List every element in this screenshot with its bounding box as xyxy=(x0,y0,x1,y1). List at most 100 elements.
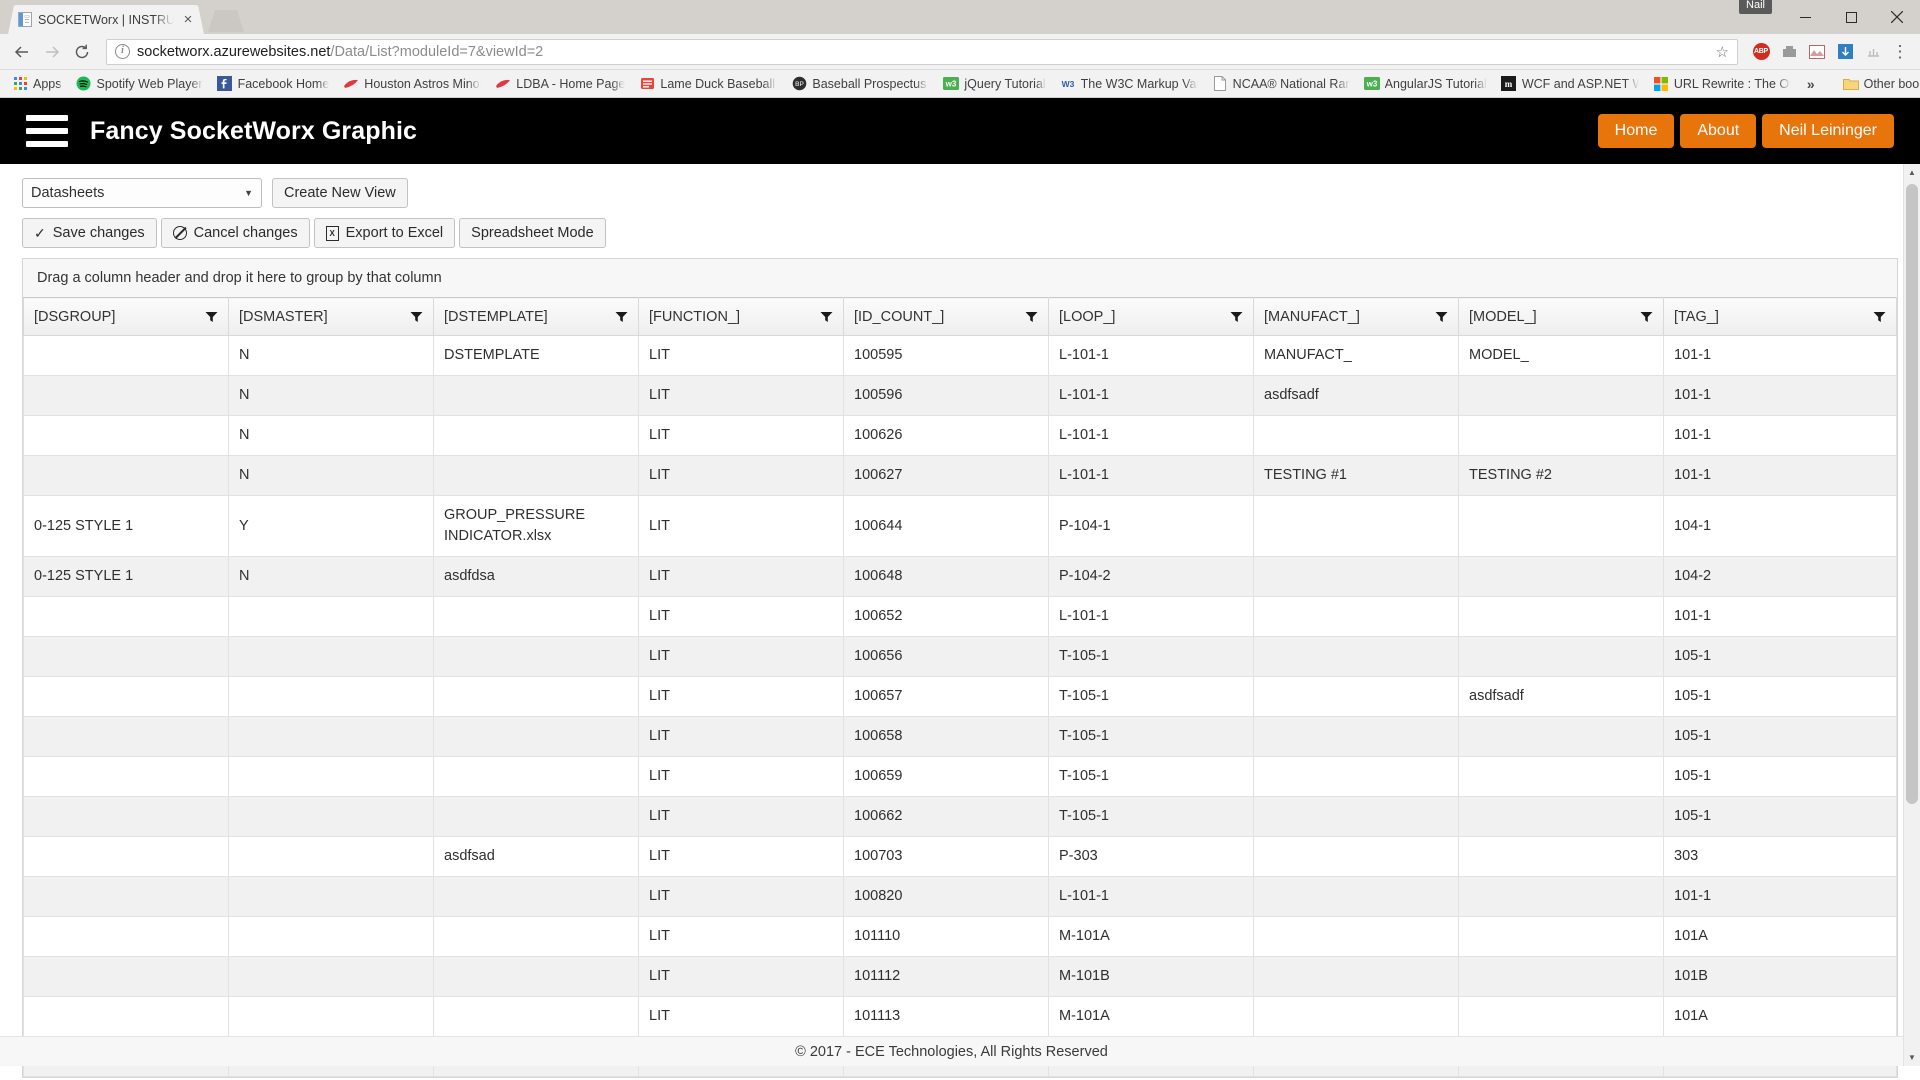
table-row[interactable]: LIT 100656 T-105-1 105-1 xyxy=(23,636,1897,677)
table-cell[interactable] xyxy=(23,876,229,917)
table-cell[interactable]: L-101-1 xyxy=(1048,455,1254,496)
scroll-up-icon[interactable]: ▲ xyxy=(1908,168,1916,177)
table-row[interactable]: N LIT 100626 L-101-1 101-1 xyxy=(23,415,1897,456)
save-changes-button[interactable]: ✓ Save changes xyxy=(22,218,157,248)
table-cell[interactable]: 101112 xyxy=(843,956,1049,997)
table-cell[interactable] xyxy=(1458,836,1664,877)
table-cell[interactable] xyxy=(23,956,229,997)
bookmark-spotify[interactable]: Spotify Web Player xyxy=(70,73,209,95)
table-cell[interactable] xyxy=(1253,916,1459,957)
extension-icon-1[interactable] xyxy=(1776,39,1802,65)
table-cell[interactable]: L-101-1 xyxy=(1048,335,1254,376)
table-cell[interactable] xyxy=(228,836,434,877)
table-cell[interactable] xyxy=(1253,876,1459,917)
browser-menu-icon[interactable]: ⋮ xyxy=(1891,41,1909,61)
table-cell[interactable]: LIT xyxy=(638,916,844,957)
table-cell[interactable]: P-104-1 xyxy=(1048,495,1254,557)
maximize-icon[interactable] xyxy=(1828,0,1874,34)
vertical-scrollbar[interactable]: ▲ ▼ xyxy=(1903,164,1920,1066)
new-tab-button[interactable] xyxy=(208,10,244,32)
table-cell[interactable]: LIT xyxy=(638,495,844,557)
table-cell[interactable]: 100820 xyxy=(843,876,1049,917)
table-cell[interactable] xyxy=(1253,596,1459,637)
table-cell[interactable] xyxy=(23,796,229,837)
table-cell[interactable]: LIT xyxy=(638,596,844,637)
bookmark-prospectus[interactable]: BP Baseball Prospectus | xyxy=(785,73,935,95)
table-cell[interactable]: 100652 xyxy=(843,596,1049,637)
table-cell[interactable]: LIT xyxy=(638,676,844,717)
cancel-changes-button[interactable]: Cancel changes xyxy=(160,218,310,248)
nav-link-user[interactable]: Neil Leininger xyxy=(1762,114,1894,148)
bookmark-facebook[interactable]: Facebook Home xyxy=(211,73,336,95)
column-header-dsgroup[interactable]: [DSGROUP] xyxy=(23,297,229,336)
group-by-dropzone[interactable]: Drag a column header and drop it here to… xyxy=(23,258,1897,297)
table-cell[interactable] xyxy=(1458,716,1664,757)
table-cell[interactable]: asdfsadf xyxy=(1458,676,1664,717)
table-cell[interactable]: LIT xyxy=(638,375,844,416)
table-cell[interactable]: TESTING #2 xyxy=(1458,455,1664,496)
bookmark-lameduck[interactable]: Lame Duck Baseball A xyxy=(633,73,783,95)
table-row[interactable]: N LIT 100596 L-101-1 asdfsadf 101-1 xyxy=(23,375,1897,416)
table-cell[interactable]: 100627 xyxy=(843,455,1049,496)
filter-icon[interactable] xyxy=(410,311,423,323)
table-cell[interactable] xyxy=(1458,556,1664,597)
table-cell[interactable]: 101-1 xyxy=(1663,596,1897,637)
table-cell[interactable]: 0-125 STYLE 1 xyxy=(23,495,229,557)
bookmark-jquery-tutorial[interactable]: w3 jQuery Tutorial xyxy=(937,73,1051,95)
table-cell[interactable] xyxy=(433,676,639,717)
table-cell[interactable]: N xyxy=(228,415,434,456)
table-cell[interactable] xyxy=(1253,556,1459,597)
table-cell[interactable]: L-101-1 xyxy=(1048,415,1254,456)
table-cell[interactable]: TESTING #1 xyxy=(1253,455,1459,496)
extension-icon-2[interactable] xyxy=(1804,39,1830,65)
filter-icon[interactable] xyxy=(205,311,218,323)
table-row[interactable]: LIT 101112 M-101B 101B xyxy=(23,956,1897,997)
table-cell[interactable] xyxy=(23,996,229,1037)
bookmark-ldba[interactable]: LDBA - Home Page xyxy=(489,73,631,95)
table-cell[interactable]: LIT xyxy=(638,556,844,597)
table-cell[interactable]: LIT xyxy=(638,956,844,997)
table-row[interactable]: LIT 100659 T-105-1 105-1 xyxy=(23,756,1897,797)
table-row[interactable]: LIT 101110 M-101A 101A xyxy=(23,916,1897,957)
table-cell[interactable] xyxy=(1458,415,1664,456)
table-cell[interactable] xyxy=(1458,375,1664,416)
table-cell[interactable] xyxy=(1253,756,1459,797)
table-cell[interactable] xyxy=(1253,996,1459,1037)
table-cell[interactable]: 101-1 xyxy=(1663,415,1897,456)
table-cell[interactable] xyxy=(1458,796,1664,837)
table-cell[interactable]: M-101A xyxy=(1048,996,1254,1037)
table-cell[interactable] xyxy=(1458,636,1664,677)
table-cell[interactable]: 100658 xyxy=(843,716,1049,757)
table-cell[interactable] xyxy=(23,676,229,717)
table-cell[interactable]: LIT xyxy=(638,756,844,797)
extension-icon-4[interactable] xyxy=(1860,39,1886,65)
table-cell[interactable]: asdfdsa xyxy=(433,556,639,597)
table-cell[interactable] xyxy=(433,996,639,1037)
filter-icon[interactable] xyxy=(615,311,628,323)
table-cell[interactable] xyxy=(433,596,639,637)
table-cell[interactable]: LIT xyxy=(638,455,844,496)
bookmarks-overflow-button[interactable]: » xyxy=(1806,75,1815,92)
table-cell[interactable]: M-101A xyxy=(1048,916,1254,957)
table-cell[interactable] xyxy=(228,796,434,837)
table-cell[interactable]: T-105-1 xyxy=(1048,716,1254,757)
table-cell[interactable]: P-303 xyxy=(1048,836,1254,877)
table-cell[interactable]: LIT xyxy=(638,716,844,757)
filter-icon[interactable] xyxy=(1873,311,1886,323)
close-icon[interactable]: × xyxy=(183,10,193,28)
table-cell[interactable] xyxy=(228,916,434,957)
table-cell[interactable]: 105-1 xyxy=(1663,636,1897,677)
table-cell[interactable]: MODEL_ xyxy=(1458,335,1664,376)
table-cell[interactable]: 100656 xyxy=(843,636,1049,677)
filter-icon[interactable] xyxy=(820,311,833,323)
table-cell[interactable] xyxy=(433,796,639,837)
table-cell[interactable] xyxy=(433,455,639,496)
table-cell[interactable]: N xyxy=(228,455,434,496)
table-cell[interactable] xyxy=(23,716,229,757)
table-cell[interactable] xyxy=(228,996,434,1037)
column-header-dstemplate[interactable]: [DSTEMPLATE] xyxy=(433,297,639,336)
create-new-view-button[interactable]: Create New View xyxy=(272,178,408,208)
hamburger-icon[interactable] xyxy=(26,115,68,147)
table-cell[interactable]: 101B xyxy=(1663,956,1897,997)
table-row[interactable]: LIT 100658 T-105-1 105-1 xyxy=(23,716,1897,757)
